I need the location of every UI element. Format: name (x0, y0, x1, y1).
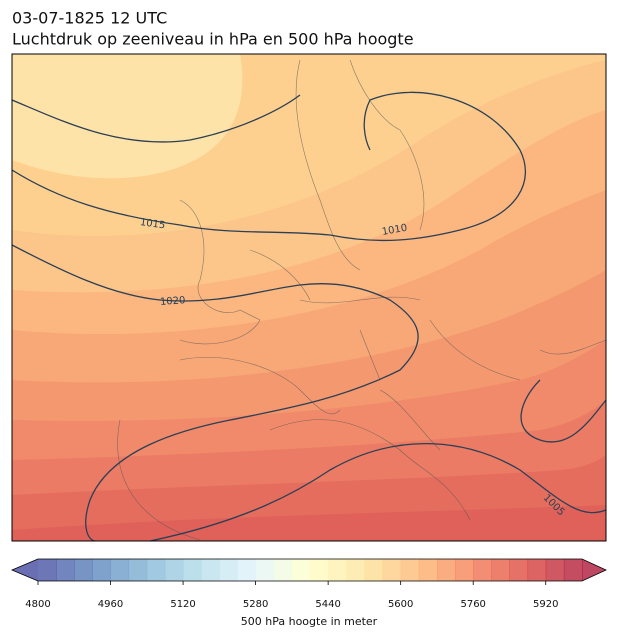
colorbar-frame (10, 558, 607, 582)
title: 03-07-1825 12 UTC (12, 9, 167, 28)
isobar (12, 94, 301, 143)
colorbar-segment (183, 559, 202, 581)
colorbar-segment (382, 559, 402, 581)
colorbar-segment (328, 559, 347, 581)
isobar-label: 1010 (381, 223, 408, 238)
colorbar-tick-label: 5760 (460, 599, 485, 610)
colorbar-segment (291, 559, 311, 581)
colorbar-segment (455, 559, 474, 581)
colorbar-tick-label: 5440 (315, 599, 340, 610)
map-frame (11, 53, 607, 542)
isobar (12, 244, 419, 541)
colorbar-tick-label: 5280 (243, 599, 268, 610)
colorbar-segment (201, 559, 220, 581)
map-band (12, 505, 606, 541)
isobar (149, 442, 606, 541)
colorbar-segment (273, 559, 293, 581)
colorbar-extend (12, 559, 38, 581)
colorbar-segment (38, 559, 57, 581)
colorbar-segment (74, 559, 93, 581)
isobar-label: 1020 (160, 295, 186, 308)
colorbar-tick-label: 5120 (170, 599, 195, 610)
isobar-label: 1015 (139, 217, 166, 231)
colorbar-segment (491, 559, 510, 581)
border (249, 249, 521, 381)
colorbar-segment (346, 559, 365, 581)
colorbar: 4800 4960 5120 5280 5440 5600 5760 5920 (10, 558, 607, 610)
colorbar-segment (509, 559, 529, 581)
colorbar-segment (400, 559, 420, 581)
colorbar-segment (418, 559, 438, 581)
colorbar-segment (473, 559, 492, 581)
colorbar-segment (310, 559, 329, 581)
subtitle: Luchtdruk op zeeniveau in hPa en 500 hPa… (12, 30, 414, 49)
map-band (12, 54, 243, 179)
colorbar-segment (110, 559, 130, 581)
colorbar-segment (545, 559, 565, 581)
colorbar-extend (582, 559, 606, 581)
coastline (117, 59, 606, 541)
colorbar-segment (219, 559, 238, 581)
colorbar-segment (128, 559, 148, 581)
isobar (12, 91, 527, 242)
colorbar-segment (436, 559, 456, 581)
colorbar-tick-label: 5600 (388, 599, 413, 610)
colorbar-tick-label: 4800 (25, 599, 50, 610)
colorbar-label: 500 hPa hoogte in meter (241, 615, 378, 628)
colorbar-segment (364, 559, 384, 581)
colorbar-tick-label: 5920 (533, 599, 558, 610)
colorbar-segment (527, 559, 547, 581)
colorbar-segment (146, 559, 166, 581)
colorbar-segment (92, 559, 112, 581)
colorbar-segment (164, 559, 184, 581)
colorbar-segment (563, 559, 583, 581)
colorbar-segment (56, 559, 75, 581)
isobar (520, 379, 606, 443)
colorbar-segment (237, 559, 257, 581)
colorbar-segment (255, 559, 275, 581)
map: 1015 1010 1020 1005 (12, 54, 606, 541)
colorbar-tick-label: 4960 (98, 599, 123, 610)
